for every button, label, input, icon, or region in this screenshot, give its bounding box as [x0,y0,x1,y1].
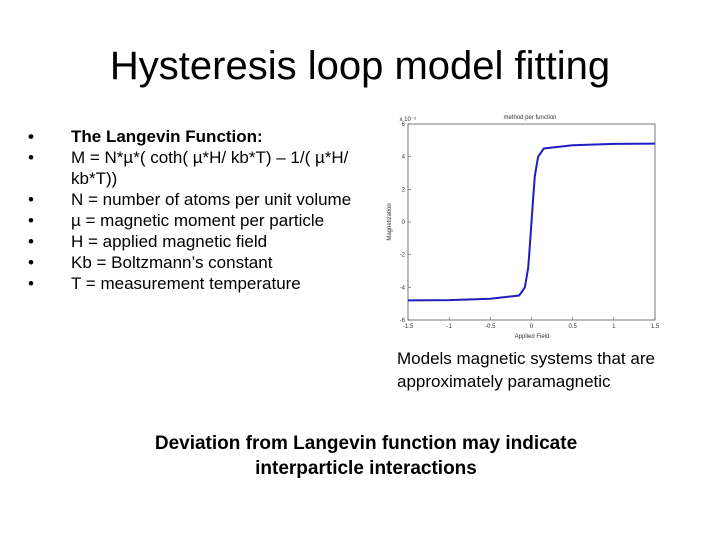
langevin-curve [407,142,656,302]
footer-line-1: Deviation from Langevin function may ind… [154,433,578,454]
bullet-mu-definition: µ = magnetic moment per particle [28,210,358,231]
y-tick-label: 2 [402,187,406,193]
y-tick-label: 6 [402,122,406,128]
x-tick-label: -1 [446,324,452,330]
y-tick-label: 0 [402,220,406,226]
y-tick-label: -2 [400,253,406,259]
x-tick-label: 1 [612,324,616,330]
x-tick-label: -0.5 [485,324,496,330]
bullet-h-definition: H = applied magnetic field [28,231,358,252]
footer-line-2: interparticle interactions [255,458,477,479]
x-tick-label: 1.5 [651,324,660,330]
y-tick-label: -4 [400,285,406,291]
bullet-kb-definition: Kb = Boltzmann’s constant [28,252,358,273]
footer-note: Deviation from Langevin function may ind… [0,431,720,481]
y-axis-label: Magnetization [387,203,393,240]
y-tick-label: -6 [400,318,406,324]
bullet-n-definition: N = number of atoms per unit volume [28,189,358,210]
bullet-langevin-formula: M = N*µ*( coth( µ*H/ kb*T) – 1/( µ*H/ kb… [28,147,358,189]
bullet-t-definition: T = measurement temperature [28,273,358,294]
y-ticks: -6 -4 -2 0 2 4 6 [400,122,411,324]
plot-title: method per function [503,115,556,121]
x-tick-label: -1.5 [403,324,414,330]
x-ticks: -1.5 -1 -0.5 0 0.5 1 1.5 [403,317,660,330]
bullet-langevin-heading: The Langevin Function: [28,126,358,147]
slide-title: Hysteresis loop model fitting [109,44,611,88]
y-tick-label: 4 [402,155,406,161]
bullet-list: The Langevin Function: M = N*µ*( coth( µ… [28,126,358,294]
x-tick-label: 0 [530,324,534,330]
x-tick-label: 0.5 [568,324,577,330]
langevin-plot: method per function x 10⁻⁵ -1.5 -1 -0.5 0 0.… [387,115,660,340]
plot-caption: Models magnetic systems that are approxi… [397,349,655,391]
y-exponent-label: x 10⁻⁵ [400,116,418,123]
x-axis-label: Applied Field [515,334,550,340]
